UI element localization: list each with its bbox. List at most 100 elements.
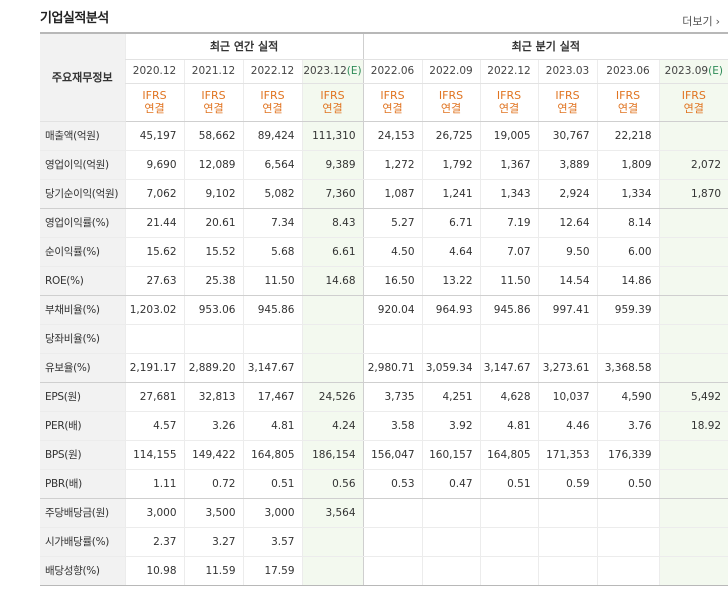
table-cell: 12.64 — [537, 208, 598, 238]
table-cell: 4.81 — [242, 411, 302, 441]
accounting-standard: IFRS 연결 — [421, 83, 481, 122]
table-cell: 4.81 — [479, 411, 539, 441]
table-cell — [658, 324, 728, 354]
table-cell: 14.54 — [537, 266, 598, 296]
table-cell — [537, 556, 598, 586]
table-cell: 4.24 — [301, 411, 364, 441]
table-cell: 5,492 — [658, 382, 728, 412]
table-cell: 4,251 — [421, 382, 481, 412]
period-label: 2022.09 — [429, 65, 473, 77]
table-cell: 19,005 — [479, 121, 539, 151]
estimate-mark: (E) — [708, 65, 723, 77]
table-cell — [421, 324, 481, 354]
table-cell — [596, 498, 660, 528]
standard-line1: IFRS — [681, 89, 706, 102]
table-cell: 0.56 — [301, 469, 364, 499]
table-cell: 3.27 — [183, 527, 243, 557]
table-cell: 6.71 — [421, 208, 481, 238]
period-label: 2023.06 — [606, 65, 650, 77]
table-cell: 149,422 — [183, 440, 243, 470]
table-cell: 7,062 — [124, 179, 184, 209]
table-cell: 176,339 — [596, 440, 660, 470]
table-cell: 15.52 — [183, 237, 243, 267]
standard-line2: 연결 — [440, 102, 462, 115]
table-cell: 3,059.34 — [421, 353, 481, 383]
table-cell: 1,367 — [479, 150, 539, 180]
standard-line1: IFRS — [380, 89, 405, 102]
accounting-standard: IFRS 연결 — [596, 83, 660, 122]
table-cell: 24,526 — [301, 382, 364, 412]
table-cell: 16.50 — [362, 266, 423, 296]
annual-period-header: 2022.12 — [242, 59, 302, 84]
table-cell: 17,467 — [242, 382, 302, 412]
table-cell: 26,725 — [421, 121, 481, 151]
quarter-period-header: 2022.09 — [421, 59, 481, 84]
table-cell: 4.50 — [362, 237, 423, 267]
standard-line2: 연결 — [617, 102, 639, 115]
table-cell: 186,154 — [301, 440, 364, 470]
standard-line1: IFRS — [201, 89, 226, 102]
table-cell: 3,889 — [537, 150, 598, 180]
table-row: 주당배당금(원) 3,000 3,500 3,000 3,564 — [40, 498, 728, 528]
table-cell: 3,368.58 — [596, 353, 660, 383]
standard-line2: 연결 — [262, 102, 283, 115]
row-label: PBR(배) — [40, 469, 125, 499]
table-row: EPS(원) 27,681 32,813 17,467 24,526 3,735 4,251… — [40, 382, 728, 412]
accounting-standard: IFRS 연결 — [183, 83, 243, 122]
table-cell: 7.07 — [479, 237, 539, 267]
period-label: 2023.03 — [545, 65, 590, 77]
table-cell: 18.92 — [658, 411, 728, 441]
quarter-period-header: 2022.12 — [479, 59, 539, 84]
table-cell: 111,310 — [301, 121, 364, 151]
standard-line1: IFRS — [438, 89, 464, 102]
table-cell: 58,662 — [183, 121, 243, 151]
table-cell: 1,272 — [362, 150, 423, 180]
table-header: 주요재무정보 최근 연간 실적 최근 분기 실적 2020.12 2021.12 2022… — [40, 32, 728, 122]
row-label: 주당배당금(원) — [40, 498, 125, 528]
table-cell — [537, 527, 598, 557]
table-cell — [301, 295, 364, 325]
table-cell: 2,072 — [658, 150, 728, 180]
table-cell: 5.68 — [242, 237, 302, 267]
period-label: 2021.12 — [191, 65, 236, 77]
table-row: PER(배) 4.57 3.26 4.81 4.24 3.58 3.92 4.81 4.46 3.… — [40, 411, 728, 441]
quarterly-results-header: 최근 분기 실적 — [362, 32, 728, 60]
table-cell: 0.51 — [479, 469, 539, 499]
table-cell: 6.00 — [596, 237, 660, 267]
more-link[interactable]: 더보기 › — [682, 13, 720, 29]
table-cell: 11.50 — [242, 266, 302, 296]
row-label: 시가배당률(%) — [40, 527, 125, 557]
more-label: 더보기 — [682, 15, 713, 28]
table-cell: 945.86 — [242, 295, 302, 325]
table-cell: 160,157 — [421, 440, 481, 470]
table-row: 유보율(%) 2,191.17 2,889.20 3,147.67 2,980.71 3,… — [40, 353, 728, 383]
table-cell — [421, 556, 481, 586]
table-row: 시가배당률(%) 2.37 3.27 3.57 — [40, 527, 728, 557]
table-cell: 0.47 — [421, 469, 481, 499]
table-cell: 7.34 — [242, 208, 302, 238]
table-cell: 3,147.67 — [479, 353, 539, 383]
table-cell: 9,389 — [301, 150, 364, 180]
table-cell — [658, 527, 728, 557]
chevron-right-icon: › — [715, 15, 720, 28]
table-cell — [242, 324, 302, 354]
table-cell: 3.57 — [242, 527, 302, 557]
table-cell: 89,424 — [242, 121, 302, 151]
table-cell: 0.53 — [362, 469, 423, 499]
table-cell: 11.59 — [183, 556, 243, 586]
row-label: 배당성향(%) — [40, 556, 125, 586]
quarter-period-header: 2023.06 — [596, 59, 660, 84]
quarter-period-header: 2023.03 — [537, 59, 598, 84]
row-label: 유보율(%) — [40, 353, 125, 383]
table-row: 영업이익(억원) 9,690 12,089 6,564 9,389 1,272 1,792 1… — [40, 150, 728, 180]
row-label: 순이익률(%) — [40, 237, 125, 267]
table-cell — [537, 498, 598, 528]
table-cell — [658, 266, 728, 296]
annual-period-header: 2020.12 — [124, 59, 184, 84]
table-cell: 953.06 — [183, 295, 243, 325]
table-cell — [658, 208, 728, 238]
table-cell: 11.50 — [479, 266, 539, 296]
table-cell: 9,102 — [183, 179, 243, 209]
table-cell: 27.63 — [124, 266, 184, 296]
table-cell: 6.61 — [301, 237, 364, 267]
